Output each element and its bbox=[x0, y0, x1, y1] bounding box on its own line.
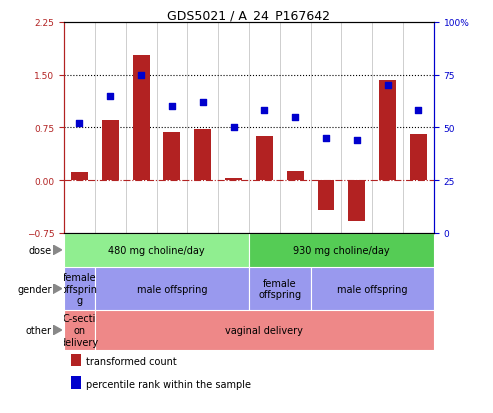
Bar bbox=[256, 137, 273, 181]
Point bbox=[137, 72, 145, 78]
Bar bbox=[349, 181, 365, 221]
Text: female
offspring: female offspring bbox=[258, 278, 301, 300]
Bar bbox=[287, 171, 304, 181]
Bar bbox=[249, 267, 311, 311]
Bar bbox=[194, 130, 211, 181]
Text: 930 mg choline/day: 930 mg choline/day bbox=[293, 245, 389, 255]
Bar bbox=[225, 178, 242, 181]
Bar bbox=[64, 267, 95, 311]
Text: female
offsprin
g: female offsprin g bbox=[61, 272, 98, 306]
Point bbox=[384, 83, 391, 89]
Bar bbox=[95, 267, 249, 311]
Text: 480 mg choline/day: 480 mg choline/day bbox=[108, 245, 205, 255]
Point bbox=[75, 121, 83, 127]
Point bbox=[415, 108, 423, 114]
Point bbox=[168, 104, 176, 110]
Point bbox=[291, 114, 299, 121]
Text: other: other bbox=[26, 325, 52, 335]
Text: gender: gender bbox=[17, 284, 52, 294]
Point bbox=[322, 135, 330, 142]
Text: transformed count: transformed count bbox=[86, 356, 177, 366]
Point bbox=[353, 138, 361, 144]
Bar bbox=[71, 172, 88, 181]
Point bbox=[230, 125, 238, 131]
Text: male offspring: male offspring bbox=[137, 284, 207, 294]
Bar bbox=[317, 181, 334, 210]
Bar bbox=[102, 121, 119, 181]
Bar bbox=[410, 135, 427, 181]
Text: C-secti
on
delivery: C-secti on delivery bbox=[60, 313, 99, 347]
Polygon shape bbox=[53, 325, 62, 335]
Point bbox=[260, 108, 268, 114]
Text: percentile rank within the sample: percentile rank within the sample bbox=[86, 379, 251, 389]
Polygon shape bbox=[53, 245, 62, 255]
Bar bbox=[133, 56, 149, 181]
Text: dose: dose bbox=[29, 245, 52, 255]
Bar bbox=[164, 133, 180, 181]
Bar bbox=[64, 311, 95, 350]
Bar bbox=[71, 354, 81, 366]
Polygon shape bbox=[53, 284, 62, 294]
Bar bbox=[379, 81, 396, 181]
Text: male offspring: male offspring bbox=[337, 284, 408, 294]
Bar bbox=[64, 233, 249, 267]
Point bbox=[199, 100, 207, 106]
Bar bbox=[71, 376, 81, 389]
Point bbox=[106, 93, 114, 100]
Bar bbox=[311, 267, 434, 311]
Bar bbox=[249, 233, 434, 267]
Title: GDS5021 / A_24_P167642: GDS5021 / A_24_P167642 bbox=[168, 9, 330, 21]
Text: vaginal delivery: vaginal delivery bbox=[225, 325, 303, 335]
